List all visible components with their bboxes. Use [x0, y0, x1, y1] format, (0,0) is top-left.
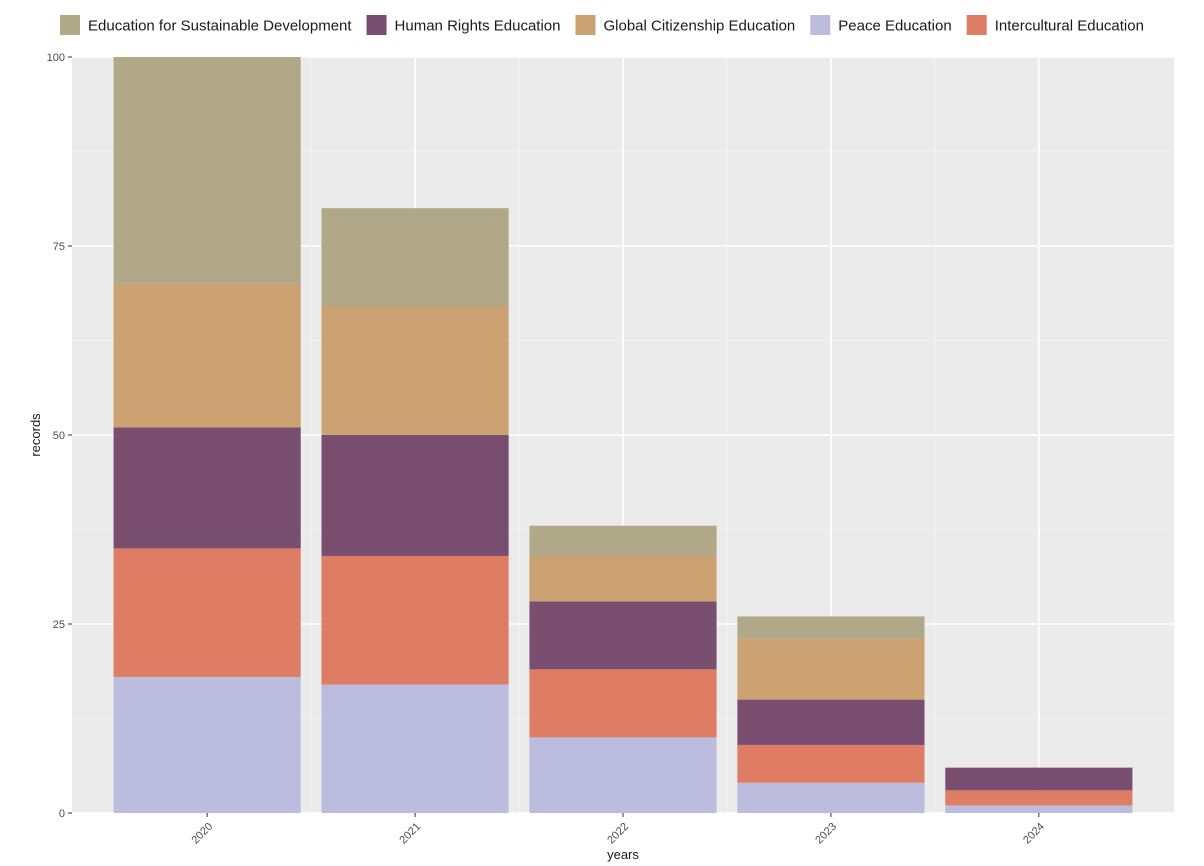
bar-2024-intercultural-education — [945, 790, 1133, 806]
y-axis: 0 25 50 75 100 — [47, 52, 72, 820]
bar-2023-peace-education — [737, 782, 925, 813]
y-axis-title: records — [28, 413, 43, 457]
legend-item: Education for Sustainable Development — [60, 15, 352, 35]
legend-key — [810, 15, 831, 35]
y-tick-label: 25 — [53, 619, 65, 631]
legend-label: Peace Education — [838, 18, 951, 35]
bar-2020-human-rights-education — [113, 427, 301, 549]
bar-2022-intercultural-education — [529, 669, 717, 738]
bar-2021-intercultural-education — [321, 555, 509, 685]
bar-2022-peace-education — [529, 737, 717, 813]
bar-2023-global-citizenship-education — [737, 639, 925, 700]
y-tick-label: 75 — [53, 241, 65, 253]
bar-2021-education-for-sustainable-development — [321, 208, 509, 307]
bar-2020-intercultural-education — [113, 548, 301, 677]
legend: Education for Sustainable Development Hum… — [60, 15, 1144, 35]
legend-label: Human Rights Education — [395, 18, 561, 35]
bar-2022-education-for-sustainable-development — [529, 525, 717, 556]
bar-2021-global-citizenship-education — [321, 306, 509, 435]
bar-2021-human-rights-education — [321, 435, 509, 556]
x-axis: 2020 2021 2022 2023 2024 — [189, 813, 1047, 847]
legend-key — [575, 15, 596, 35]
legend-item: Peace Education — [810, 15, 952, 35]
bar-2020-global-citizenship-education — [113, 283, 301, 428]
x-tick-label: 2024 — [1021, 821, 1047, 847]
x-tick-label: 2023 — [813, 821, 839, 847]
x-tick-label: 2022 — [605, 821, 631, 847]
bar-2020-education-for-sustainable-development — [113, 57, 301, 284]
bar-2020-peace-education — [113, 676, 301, 813]
bar-2022-human-rights-education — [529, 601, 717, 670]
y-tick-label: 50 — [53, 430, 65, 442]
legend-key — [366, 15, 387, 35]
legend-item: Global Citizenship Education — [575, 15, 795, 35]
bar-2023-intercultural-education — [737, 744, 925, 783]
x-axis-title: years — [607, 847, 639, 862]
x-tick-label: 2020 — [189, 821, 215, 847]
legend-label: Intercultural Education — [995, 18, 1144, 35]
legend-item: Intercultural Education — [966, 15, 1144, 35]
bar-2024-peace-education — [945, 805, 1133, 813]
bar-2021-peace-education — [321, 684, 509, 813]
bar-2023-education-for-sustainable-development — [737, 616, 925, 640]
x-tick-label: 2021 — [397, 821, 423, 847]
y-tick-label: 100 — [47, 52, 65, 64]
bar-2024-human-rights-education — [945, 767, 1133, 791]
bars — [113, 57, 1133, 813]
legend-label: Global Citizenship Education — [603, 18, 795, 35]
bar-2022-global-citizenship-education — [529, 555, 717, 602]
legend-key — [60, 15, 81, 35]
legend-key — [966, 15, 987, 35]
y-tick-label: 0 — [59, 808, 65, 820]
legend-label: Education for Sustainable Development — [88, 18, 352, 35]
bar-2023-human-rights-education — [737, 699, 925, 745]
legend-item: Human Rights Education — [366, 15, 561, 35]
